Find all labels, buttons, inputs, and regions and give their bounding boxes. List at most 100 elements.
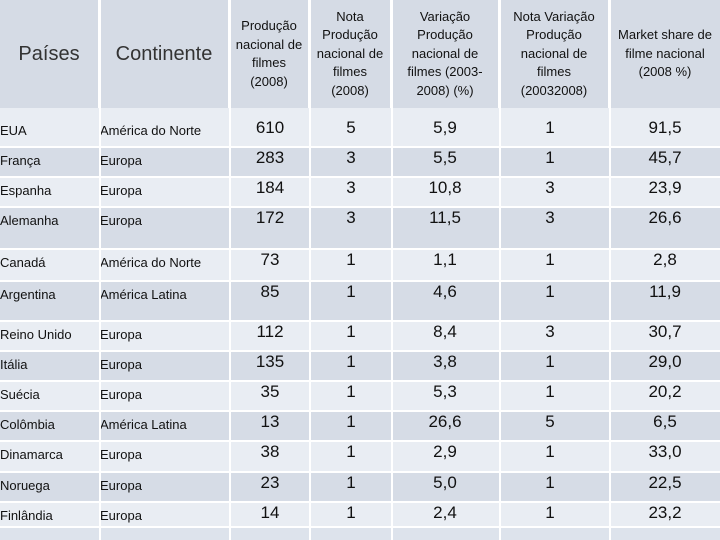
cell-share: 26,6 xyxy=(648,208,682,227)
cell-nota-var: 1 xyxy=(545,442,555,461)
header-paises: Países xyxy=(0,0,100,108)
cell-pais: Alemanha xyxy=(0,213,59,228)
cell-continente: Europa xyxy=(100,327,142,342)
table-row: Alemanha Europa 172 3 11,5 3 26,6 xyxy=(0,208,720,250)
header-nota-variacao: Nota Variação Produção nacional de filme… xyxy=(500,0,610,108)
cell-producao: 610 xyxy=(255,118,285,137)
header-continente: Continente xyxy=(100,0,230,108)
cell-continente: Europa xyxy=(100,213,142,228)
cell-variacao: 5,3 xyxy=(433,382,457,401)
cell-nota-var: 5 xyxy=(545,412,555,431)
cell-producao: 135 xyxy=(255,352,285,371)
table-row: Suécia Europa 35 1 5,3 1 20,2 xyxy=(0,382,720,412)
cell-producao: 283 xyxy=(255,148,285,167)
cell-continente: Europa xyxy=(100,508,142,523)
header-variacao: Variação Produção nacional de filmes (20… xyxy=(392,0,500,108)
cell-producao: 73 xyxy=(260,250,280,269)
header-market-share: Market share de filme nacional (2008 %) xyxy=(618,27,712,80)
cell-share: 23,9 xyxy=(648,178,682,197)
cell-share: 33,0 xyxy=(648,442,682,461)
table-row: Espanha Europa 184 3 10,8 3 23,9 xyxy=(0,178,720,208)
cell-variacao: 2,9 xyxy=(433,442,457,461)
column-divider xyxy=(391,0,393,540)
cell-pais: Dinamarca xyxy=(0,447,63,462)
cell-share: 91,5 xyxy=(648,118,682,137)
table-row: Canadá América do Norte 73 1 1,1 1 2,8 xyxy=(0,250,720,282)
cell-share: 30,7 xyxy=(648,322,682,341)
cell-pais: Reino Unido xyxy=(0,327,72,342)
cell-share: 20,2 xyxy=(648,382,682,401)
cell-nota-prod: 1 xyxy=(346,322,356,341)
cell-producao: 172 xyxy=(255,208,285,227)
column-divider xyxy=(309,0,311,540)
cell-variacao: 10,8 xyxy=(428,178,462,197)
cell-nota-var: 1 xyxy=(545,148,555,167)
cell-producao: 112 xyxy=(256,322,284,341)
header-producao: Produção nacional de filmes (2008) xyxy=(230,0,310,108)
cell-share: 2,8 xyxy=(653,250,677,269)
cell-share: 29,0 xyxy=(648,352,682,371)
cell-nota-prod: 1 xyxy=(346,473,356,492)
cell-variacao: 5,5 xyxy=(433,148,457,167)
column-divider xyxy=(499,0,501,540)
cell-continente: Europa xyxy=(100,447,142,462)
cell-variacao: 1,1 xyxy=(433,250,457,269)
cell-producao: 38 xyxy=(260,442,280,461)
cell-producao: 184 xyxy=(255,178,285,197)
cell-variacao: 3,8 xyxy=(433,352,457,371)
cell-pais: Itália xyxy=(0,357,28,372)
cell-share: 11,9 xyxy=(649,282,681,301)
cell-nota-prod: 1 xyxy=(346,352,356,371)
table-row: EUA América do Norte 610 5 5,9 1 91,5 xyxy=(0,108,720,148)
cell-variacao: 5,0 xyxy=(433,473,457,492)
table-header-row: Países Continente Produção nacional de f… xyxy=(0,0,720,110)
cell-nota-var: 1 xyxy=(545,382,555,401)
cell-share: 22,5 xyxy=(648,473,682,492)
table-row: Itália Europa 135 1 3,8 1 29,0 xyxy=(0,352,720,382)
cell-nota-var: 1 xyxy=(545,503,555,522)
cell-pais: Espanha xyxy=(0,183,52,198)
cell-continente: Europa xyxy=(100,153,142,168)
header-nota-producao: Nota Produção nacional de filmes (2008) xyxy=(310,0,392,108)
cell-nota-prod: 1 xyxy=(346,282,356,301)
cell-continente: Europa xyxy=(100,478,142,493)
table-row: Finlândia Europa 14 1 2,4 1 23,2 xyxy=(0,503,720,528)
cell-nota-var: 3 xyxy=(545,208,555,227)
cell-continente: Europa xyxy=(100,357,142,372)
cell-nota-var: 1 xyxy=(545,352,555,371)
cell-variacao: 26,6 xyxy=(428,412,462,431)
cell-continente: Europa xyxy=(100,387,142,402)
cell-nota-var: 3 xyxy=(545,322,555,341)
cell-share: 23,2 xyxy=(648,503,682,522)
cell-pais: Canadá xyxy=(0,255,46,270)
cell-variacao: 5,9 xyxy=(433,118,457,137)
table-row: Reino Unido Europa 112 1 8,4 3 30,7 xyxy=(0,322,720,352)
cell-nota-prod: 5 xyxy=(346,118,356,137)
table-row: Dinamarca Europa 38 1 2,9 1 33,0 xyxy=(0,442,720,473)
cell-pais: Finlândia xyxy=(0,508,53,523)
cell-nota-prod: 3 xyxy=(346,178,356,197)
cell-nota-prod: 1 xyxy=(346,412,356,431)
column-divider xyxy=(609,0,611,540)
cell-pais: Noruega xyxy=(0,478,50,493)
cell-nota-var: 1 xyxy=(545,250,555,269)
column-divider xyxy=(229,0,231,540)
cell-nota-var: 3 xyxy=(545,178,555,197)
cell-nota-prod: 1 xyxy=(346,382,356,401)
cell-variacao: 2,4 xyxy=(433,503,457,522)
cell-share: 6,5 xyxy=(653,412,677,431)
cell-continente: Europa xyxy=(100,183,142,198)
column-divider xyxy=(99,0,101,540)
table-row: Colômbia América Latina 13 1 26,6 5 6,5 xyxy=(0,412,720,442)
cell-pais: Suécia xyxy=(0,387,40,402)
cell-producao: 14 xyxy=(260,503,280,522)
cell-producao: 85 xyxy=(260,282,280,301)
cell-pais: Colômbia xyxy=(0,417,55,432)
cell-producao: 23 xyxy=(260,473,280,492)
cell-pais: Argentina xyxy=(0,287,56,302)
cell-producao: 13 xyxy=(260,412,280,431)
cell-variacao: 11,5 xyxy=(429,208,461,227)
cell-nota-var: 1 xyxy=(545,282,555,301)
cell-variacao: 4,6 xyxy=(433,282,457,301)
